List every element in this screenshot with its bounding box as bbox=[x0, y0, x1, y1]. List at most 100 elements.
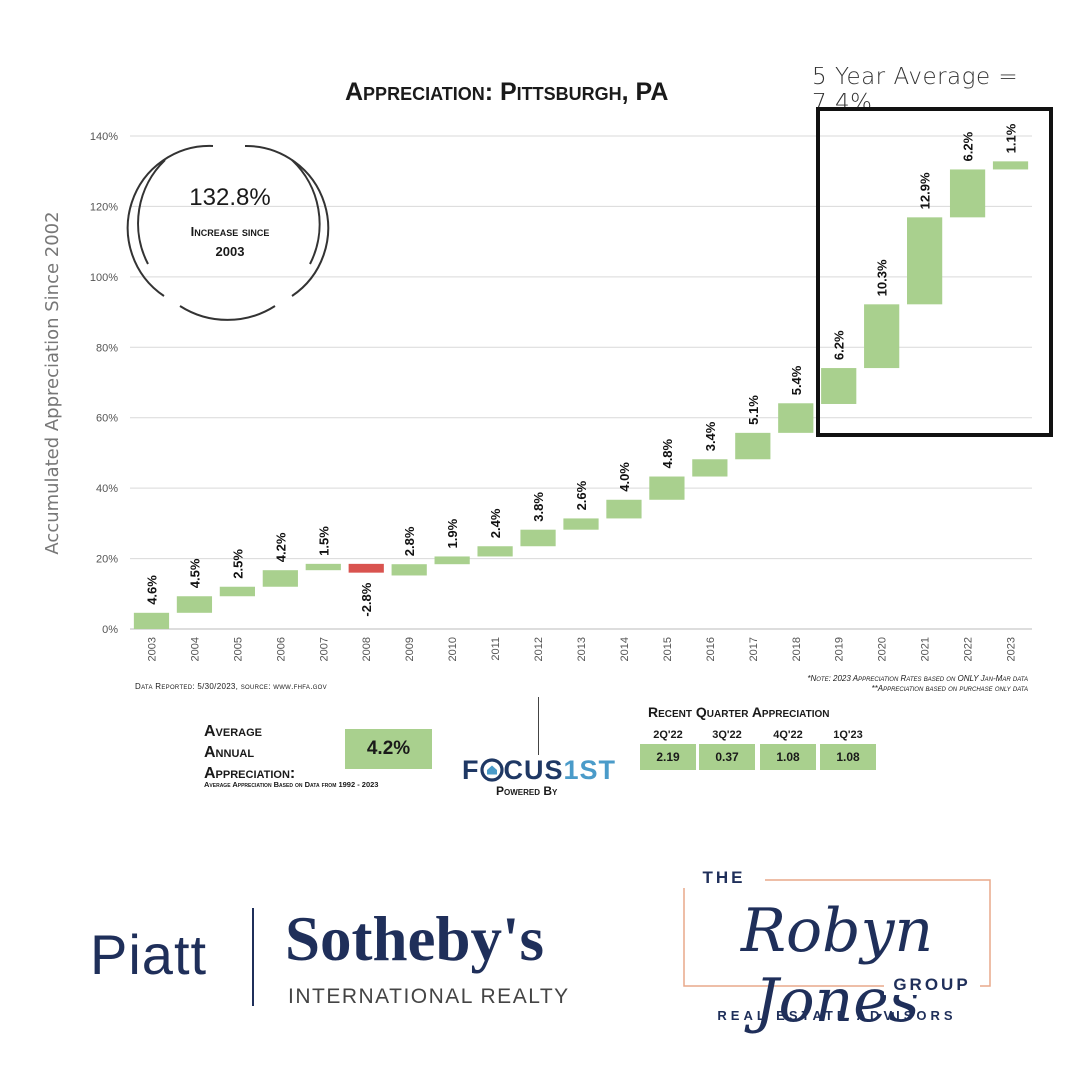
bar-2023 bbox=[992, 161, 1029, 170]
y-tick-label: 20% bbox=[96, 554, 118, 566]
bar-2022 bbox=[949, 169, 986, 218]
bar-label: 3.4% bbox=[703, 421, 718, 451]
bar-label: 5.4% bbox=[789, 365, 804, 395]
bar-label: -2.8% bbox=[359, 582, 374, 616]
bar-2003 bbox=[133, 612, 170, 629]
x-tick-label: 2008 bbox=[361, 637, 373, 661]
bar-label: 2.4% bbox=[488, 508, 503, 538]
average-label-line3: Appreciation: bbox=[204, 765, 296, 782]
x-tick-label: 2009 bbox=[404, 637, 416, 661]
y-axis-label: Accumulated Appreciation Since 2002 bbox=[42, 211, 63, 554]
bars bbox=[133, 161, 1029, 629]
y-tick-label: 100% bbox=[90, 272, 118, 284]
bar-2016 bbox=[692, 459, 728, 477]
highlight-box bbox=[816, 107, 1053, 437]
average-label-line2: Annual bbox=[204, 744, 255, 761]
bar-labels: 4.6% 4.5% 2.5% 4.2% 1.5% -2.8% 2.8% 1.9% 2.4% 3.8… bbox=[144, 123, 1018, 616]
bar-2006 bbox=[262, 570, 298, 587]
brand-divider bbox=[252, 908, 254, 1006]
focus-logo-f: F bbox=[462, 755, 480, 785]
real-estate-advisors: REAL ESTATE ADVISORS bbox=[717, 1008, 957, 1023]
bar-label: 4.5% bbox=[187, 558, 202, 588]
bar-2013 bbox=[563, 518, 599, 530]
x-tick-label: 2015 bbox=[662, 637, 674, 661]
circle-label: Increase since 2003 bbox=[150, 222, 310, 262]
bar-label: 1.5% bbox=[316, 526, 331, 556]
bar-2008 bbox=[348, 563, 384, 573]
bar-label: 6.2% bbox=[832, 330, 847, 360]
quarter-cell: 1Q'23 1.08 bbox=[820, 729, 876, 770]
quarter-label: 3Q'22 bbox=[712, 729, 742, 741]
bar-label: 1.1% bbox=[1004, 123, 1019, 153]
average-annual-value: 4.2% bbox=[345, 729, 432, 769]
robyn-jones-frame bbox=[683, 879, 991, 987]
average-label-line1: Average bbox=[204, 723, 263, 740]
bar-label: 4.0% bbox=[617, 462, 632, 492]
robyn-jones-the: THE bbox=[683, 868, 765, 888]
x-tick-label: 2003 bbox=[146, 637, 158, 661]
divider bbox=[538, 697, 539, 755]
x-tick-label: 2021 bbox=[920, 637, 932, 661]
y-tick-label: 60% bbox=[96, 413, 118, 425]
y-tick-label: 80% bbox=[96, 342, 118, 354]
quarter-value: 0.37 bbox=[699, 744, 755, 770]
bar-label: 10.3% bbox=[875, 259, 890, 296]
circle-label-line2: 2003 bbox=[215, 244, 245, 259]
bar-2010 bbox=[434, 556, 470, 565]
focus-logo-1st: 1ST bbox=[563, 755, 617, 785]
bar-2018 bbox=[778, 403, 814, 433]
footnotes: *Note: 2023 Appreciation Rates based on … bbox=[640, 674, 1028, 694]
quarter-label: 2Q'22 bbox=[653, 729, 683, 741]
powered-by: Powered By bbox=[496, 784, 558, 798]
x-tick-label: 2011 bbox=[490, 637, 502, 661]
x-tick-label: 2022 bbox=[963, 637, 975, 661]
focus-logo-cus: CUS bbox=[503, 755, 564, 785]
circle-ring bbox=[126, 144, 330, 321]
x-tick-label: 2010 bbox=[447, 637, 459, 661]
bar-label: 2.8% bbox=[402, 526, 417, 556]
recent-quarter-title: Recent Quarter Appreciation bbox=[648, 704, 830, 720]
bar-2007 bbox=[305, 563, 341, 571]
chart-title: Appreciation: Pittsburgh, PA bbox=[345, 78, 669, 106]
quarter-label: 1Q'23 bbox=[833, 729, 863, 741]
x-tick-label: 2019 bbox=[834, 637, 846, 661]
bar-label: 4.6% bbox=[144, 575, 159, 605]
bar-2011 bbox=[477, 546, 513, 557]
bar-2014 bbox=[606, 499, 642, 519]
quarter-cell: 3Q'22 0.37 bbox=[699, 729, 755, 770]
x-tick-label: 2020 bbox=[877, 637, 889, 661]
quarter-cell: 2Q'22 2.19 bbox=[640, 729, 696, 770]
bar-label: 2.5% bbox=[230, 549, 245, 579]
average-annual-label: Average Annual Appreciation: bbox=[204, 721, 295, 784]
bar-label: 1.9% bbox=[445, 518, 460, 548]
bar-label: 2.6% bbox=[574, 480, 589, 510]
y-tick-label: 120% bbox=[90, 201, 118, 213]
x-tick-labels: 2003 2004 2005 2006 2007 2008 2009 2010 2011 2012… bbox=[146, 637, 1017, 661]
source-note: Data Reported: 5/30/2023, source: www.fh… bbox=[135, 682, 327, 691]
x-tick-label: 2014 bbox=[619, 637, 631, 661]
circle-label-line1: Increase since bbox=[190, 224, 270, 239]
x-tick-label: 2012 bbox=[533, 637, 545, 661]
y-tick-label: 0% bbox=[102, 624, 118, 636]
sothebys-logo: Sotheby's bbox=[285, 904, 545, 974]
x-tick-label: 2007 bbox=[318, 637, 330, 661]
robyn-jones-group: GROUP bbox=[884, 975, 980, 995]
house-icon bbox=[479, 758, 504, 782]
bar-label: 5.1% bbox=[746, 395, 761, 425]
x-tick-label: 2005 bbox=[232, 637, 244, 661]
bar-2009 bbox=[391, 564, 427, 576]
bar-label: 4.2% bbox=[273, 532, 288, 562]
x-tick-label: 2018 bbox=[791, 637, 803, 661]
x-tick-label: 2004 bbox=[189, 637, 201, 661]
quarter-value: 2.19 bbox=[640, 744, 696, 770]
quarter-label: 4Q'22 bbox=[773, 729, 803, 741]
bar-label: 12.9% bbox=[918, 172, 933, 209]
x-tick-label: 2006 bbox=[275, 637, 287, 661]
bar-2017 bbox=[735, 432, 771, 460]
y-tick-labels: 0% 20% 40% 60% 80% 100% 120% 140% bbox=[90, 131, 118, 636]
bar-2020 bbox=[864, 304, 900, 369]
piatt-logo: Piatt bbox=[90, 923, 208, 986]
x-tick-label: 2017 bbox=[748, 637, 760, 661]
focus1st-logo: F CUS1ST bbox=[462, 755, 616, 786]
five-year-average: 5 Year Average = 7.4% bbox=[812, 64, 1019, 116]
